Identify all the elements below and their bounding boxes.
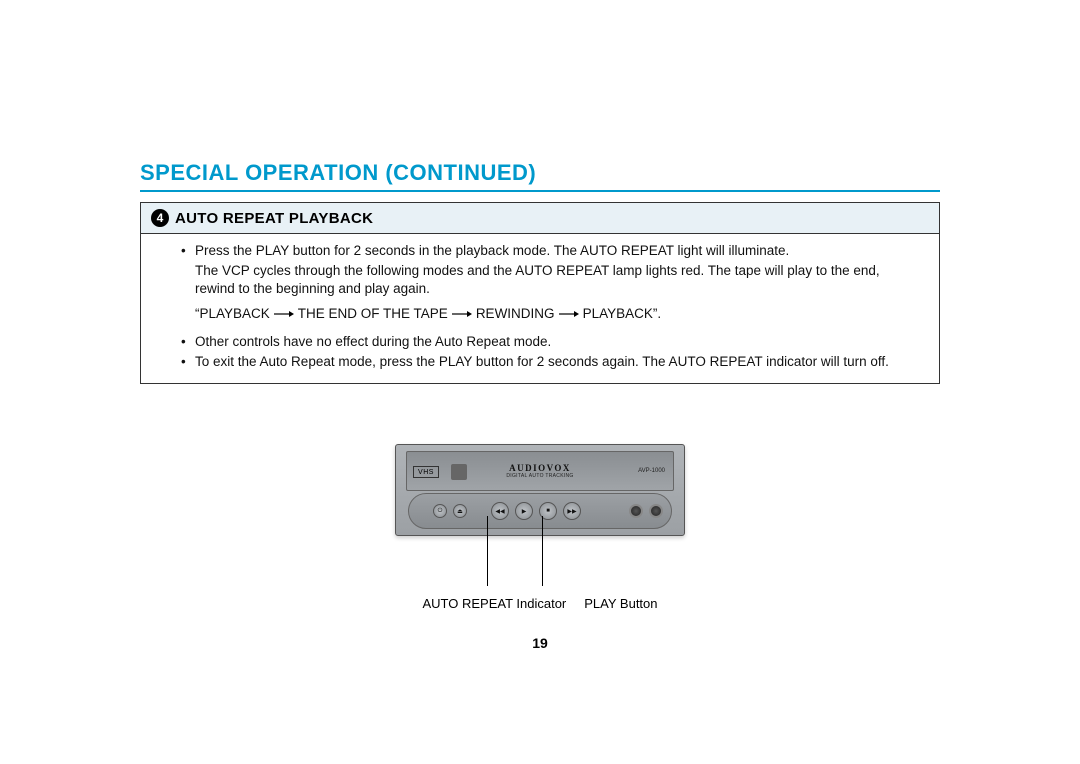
- callout-label-indicator: AUTO REPEAT Indicator: [422, 596, 566, 611]
- playback-flow: “PLAYBACK THE END OF THE TAPE REWINDING …: [181, 305, 919, 323]
- arrow-right-icon: [274, 310, 294, 318]
- vhs-badge: VHS: [413, 466, 439, 478]
- section-header: 4 AUTO REPEAT PLAYBACK: [141, 203, 939, 234]
- vcp-figure: VHS AUDIOVOX DIGITAL AUTO TRACKING AVP-1…: [140, 444, 940, 651]
- title-underline: [140, 190, 940, 192]
- av-jack-audio: [649, 504, 663, 518]
- section-body: Press the PLAY button for 2 seconds in t…: [141, 234, 939, 383]
- rewind-button[interactable]: ◀◀: [491, 502, 509, 520]
- callout-lines: [395, 536, 685, 592]
- callout-line-indicator: [487, 516, 488, 586]
- callout-line-play: [542, 516, 543, 586]
- eject-button[interactable]: ⏏: [453, 504, 467, 518]
- play-button[interactable]: ▶: [515, 502, 533, 520]
- flow-step: “PLAYBACK: [195, 305, 270, 323]
- section-box: 4 AUTO REPEAT PLAYBACK Press the PLAY bu…: [140, 202, 940, 384]
- vcp-unit: VHS AUDIOVOX DIGITAL AUTO TRACKING AVP-1…: [395, 444, 685, 536]
- flow-step: THE END OF THE TAPE: [298, 305, 448, 323]
- section-number-badge: 4: [151, 209, 169, 227]
- model-label: AVP-1000: [638, 468, 665, 474]
- vcp-tape-slot: VHS AUDIOVOX DIGITAL AUTO TRACKING AVP-1…: [406, 451, 674, 491]
- brand-label: AUDIOVOX: [509, 463, 571, 473]
- callout-labels: AUTO REPEAT Indicator PLAY Button: [422, 596, 657, 611]
- bullet-subline: The VCP cycles through the following mod…: [181, 262, 919, 298]
- flow-step: REWINDING: [476, 305, 555, 323]
- brand-subtitle: DIGITAL AUTO TRACKING: [506, 473, 573, 479]
- bullet-item: Other controls have no effect during the…: [181, 333, 919, 351]
- power-button[interactable]: ⏻: [433, 504, 447, 518]
- av-jack-video: [629, 504, 643, 518]
- flow-step: PLAYBACK”.: [583, 305, 662, 323]
- bullet-item: Press the PLAY button for 2 seconds in t…: [181, 242, 919, 260]
- page-title: SPECIAL OPERATION (CONTINUED): [140, 160, 940, 186]
- ff-button[interactable]: ▶▶: [563, 502, 581, 520]
- arrow-right-icon: [559, 310, 579, 318]
- arrow-right-icon: [452, 310, 472, 318]
- bullet-item: To exit the Auto Repeat mode, press the …: [181, 353, 919, 371]
- section-title: AUTO REPEAT PLAYBACK: [175, 210, 373, 227]
- slot-logo-icon: [451, 464, 467, 480]
- callout-label-play: PLAY Button: [584, 596, 657, 611]
- manual-page: SPECIAL OPERATION (CONTINUED) 4 AUTO REP…: [140, 160, 940, 651]
- page-number: 19: [532, 635, 548, 651]
- vcp-control-panel: ⏻ ⏏ ◀◀ ▶ ■ ▶▶: [408, 493, 672, 529]
